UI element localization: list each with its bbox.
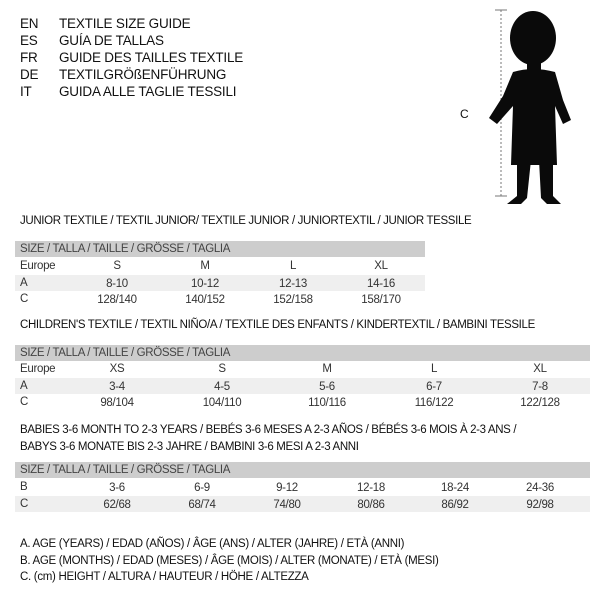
- table-cell: XL: [374, 260, 388, 272]
- children-size-header: SIZE / TALLA / TAILLE / GRÖSSE / TAGLIA: [15, 345, 590, 361]
- table-cell: M: [200, 260, 210, 272]
- babies-title-line1: BABIES 3-6 MONTH TO 2-3 YEARS / BEBÉS 3-…: [20, 424, 517, 436]
- table-row: C 62/68 68/74 74/80 80/86 86/92 92/98: [15, 496, 590, 512]
- table-cell: 152/158: [273, 294, 313, 306]
- lang-title: GUIDE DES TAILLES TEXTILE: [59, 50, 244, 65]
- row-label: C: [20, 293, 29, 305]
- table-cell: 9-12: [276, 482, 298, 494]
- lang-code: ES: [20, 33, 38, 48]
- table-cell: 62/68: [103, 499, 131, 511]
- height-label: C: [460, 107, 469, 121]
- lang-title: TEXTILE SIZE GUIDE: [59, 16, 191, 31]
- junior-size-header: SIZE / TALLA / TAILLE / GRÖSSE / TAGLIA: [15, 241, 425, 257]
- table-cell: 5-6: [319, 381, 335, 393]
- table-cell: 7-8: [532, 381, 548, 393]
- table-cell: XL: [533, 363, 547, 375]
- table-cell: 110/116: [308, 397, 346, 409]
- table-cell: 104/110: [202, 397, 242, 409]
- lang-code: FR: [20, 50, 38, 65]
- table-cell: 140/152: [185, 294, 225, 306]
- legend-b: B. AGE (MONTHS) / EDAD (MESES) / ÂGE (MO…: [20, 555, 439, 567]
- babies-size-header: SIZE / TALLA / TAILLE / GRÖSSE / TAGLIA: [15, 462, 590, 478]
- table-cell: 12-18: [357, 482, 385, 494]
- lang-title: GUIDA ALLE TAGLIE TESSILI: [59, 84, 237, 99]
- lang-code: EN: [20, 16, 39, 31]
- table-cell: 10-12: [191, 278, 219, 290]
- table-cell: 6-7: [426, 381, 442, 393]
- lang-code: IT: [20, 84, 32, 99]
- legend-c: C. (cm) HEIGHT / ALTURA / HAUTEUR / HÖHE…: [20, 571, 309, 583]
- table-cell: 8-10: [106, 278, 128, 290]
- child-silhouette-icon: [489, 9, 571, 204]
- table-cell: 86/92: [441, 499, 469, 511]
- table-cell: XS: [109, 363, 125, 375]
- table-row: Europe XS S M L XL: [15, 361, 590, 377]
- lang-code: DE: [20, 67, 39, 82]
- babies-title-line2: BABYS 3-6 MONATE BIS 2-3 JAHRE / BAMBINI…: [20, 441, 359, 453]
- junior-title: JUNIOR TEXTILE / TEXTIL JUNIOR/ TEXTILE …: [20, 215, 472, 227]
- table-cell: 14-16: [367, 278, 395, 290]
- table-cell: M: [322, 363, 332, 375]
- lang-title: GUÍA DE TALLAS: [59, 33, 164, 48]
- table-cell: 12-13: [279, 278, 307, 290]
- table-cell: 18-24: [441, 482, 469, 494]
- row-label: C: [20, 396, 29, 408]
- row-label: C: [20, 498, 29, 510]
- table-cell: 3-6: [109, 482, 125, 494]
- table-cell: 92/98: [526, 499, 554, 511]
- table-cell: 98/104: [100, 397, 134, 409]
- table-cell: 158/170: [361, 294, 401, 306]
- table-cell: S: [218, 363, 226, 375]
- row-label: Europe: [20, 260, 56, 272]
- row-label: Europe: [20, 363, 56, 375]
- row-label: A: [20, 277, 28, 289]
- table-cell: 4-5: [214, 381, 230, 393]
- table-cell: 80/86: [357, 499, 385, 511]
- table-row: Europe S M L XL: [15, 258, 425, 274]
- row-label: B: [20, 481, 28, 493]
- table-cell: 3-4: [109, 381, 125, 393]
- legend-a: A. AGE (YEARS) / EDAD (AÑOS) / ÂGE (ANS)…: [20, 538, 405, 550]
- table-cell: 6-9: [194, 482, 210, 494]
- table-cell: 68/74: [188, 499, 216, 511]
- row-label: A: [20, 380, 28, 392]
- table-cell: 122/128: [520, 397, 560, 409]
- table-cell: S: [113, 260, 121, 272]
- table-cell: 24-36: [526, 482, 554, 494]
- children-title: CHILDREN'S TEXTILE / TEXTIL NIÑO/A / TEX…: [20, 319, 535, 331]
- lang-title: TEXTILGRÖßENFÜHRUNG: [59, 67, 227, 82]
- table-row: A 8-10 10-12 12-13 14-16: [15, 275, 425, 291]
- table-cell: 116/122: [414, 397, 454, 409]
- table-row: B 3-6 6-9 9-12 12-18 18-24 24-36: [15, 479, 590, 495]
- table-cell: L: [430, 363, 438, 375]
- table-cell: 128/140: [97, 294, 137, 306]
- table-cell: 74/80: [273, 499, 301, 511]
- child-figure: C: [455, 0, 600, 215]
- table-row: A 3-4 4-5 5-6 6-7 7-8: [15, 378, 590, 394]
- table-cell: L: [289, 260, 297, 272]
- table-row: C 98/104 104/110 110/116 116/122 122/128: [15, 394, 590, 410]
- table-row: C 128/140 140/152 152/158 158/170: [15, 291, 425, 307]
